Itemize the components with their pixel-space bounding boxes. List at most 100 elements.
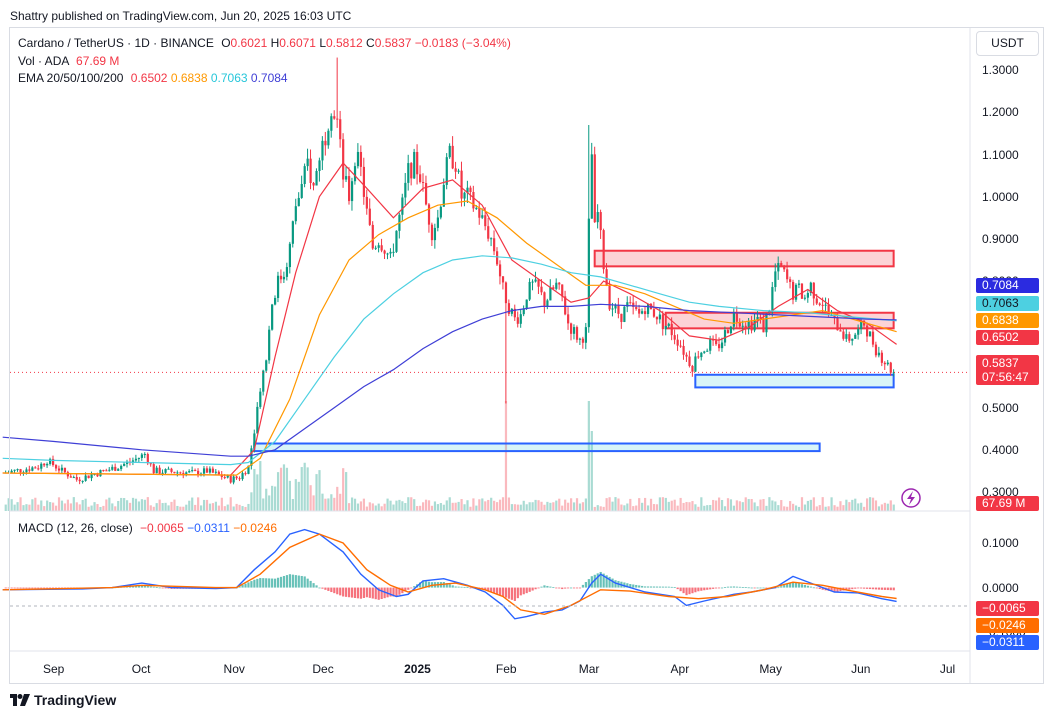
- macd-histogram-bar: [398, 587, 401, 595]
- candle-body: [371, 224, 374, 249]
- candle-body: [348, 176, 351, 202]
- candle-body: [265, 360, 268, 371]
- volume-bar: [866, 498, 869, 511]
- macd-histogram-bar: [732, 586, 735, 588]
- volume-bar: [309, 485, 312, 511]
- volume-bar: [126, 500, 129, 511]
- macd-histogram-bar: [632, 584, 635, 588]
- volume-bar: [679, 497, 682, 511]
- macd-histogram-bar: [720, 587, 724, 589]
- candle-body: [507, 303, 511, 314]
- tradingview-logo[interactable]: TradingView: [10, 691, 116, 709]
- volume-bar: [288, 480, 291, 511]
- candle-body: [229, 475, 232, 483]
- candle-body: [487, 226, 490, 239]
- candle-body: [531, 281, 534, 283]
- x-axis-tick: Feb: [495, 662, 517, 676]
- volume-legend[interactable]: Vol · ADA 67.69 M: [18, 54, 119, 68]
- volume-bar: [649, 498, 653, 511]
- macd-histogram-bar: [549, 586, 552, 588]
- volume-bar: [868, 497, 872, 511]
- macd-histogram-bar: [534, 587, 537, 590]
- ema-legend[interactable]: EMA 20/50/100/200 0.6502 0.6838 0.7063 0…: [18, 71, 288, 85]
- volume-bar: [176, 505, 179, 511]
- volume-bar: [433, 501, 437, 511]
- candle-body: [691, 365, 694, 372]
- close-label: C: [366, 36, 375, 50]
- macd-histogram-bar: [786, 583, 789, 588]
- candle-body: [25, 469, 28, 473]
- volume-bar: [632, 506, 635, 511]
- candle-body: [46, 463, 49, 466]
- macd-histogram-bar: [161, 587, 164, 589]
- macd-histogram-bar: [318, 587, 321, 589]
- volume-bar: [507, 497, 511, 511]
- x-axis-tick: Nov: [223, 662, 245, 676]
- volume-bar: [72, 497, 75, 511]
- candle-body: [638, 309, 641, 314]
- candle-body: [49, 458, 52, 464]
- volume-bar: [185, 504, 188, 511]
- volume-bar: [454, 502, 457, 511]
- volume-bar: [348, 503, 351, 511]
- volume-bar: [114, 506, 117, 511]
- candle-body: [327, 130, 330, 146]
- candle-body: [481, 215, 484, 218]
- volume-bar: [137, 501, 141, 511]
- candle-body: [105, 470, 108, 472]
- candle-body: [676, 339, 679, 346]
- candle-body: [836, 318, 839, 331]
- currency-button[interactable]: USDT: [976, 31, 1039, 56]
- volume-bar: [143, 499, 146, 511]
- volume-bar: [140, 499, 143, 511]
- candle-body: [614, 305, 617, 309]
- macd-histogram-bar: [333, 587, 336, 594]
- macd-histogram-bar: [259, 578, 262, 588]
- candle-body: [37, 468, 40, 470]
- candle-body: [315, 170, 318, 186]
- candle-body: [238, 478, 241, 480]
- symbol-legend[interactable]: Cardano / TetherUS · 1D · BINANCE O0.602…: [18, 36, 511, 50]
- candle-body: [552, 287, 555, 289]
- candle-body: [271, 304, 274, 330]
- volume-bar: [170, 501, 173, 511]
- volume-bar: [297, 481, 300, 511]
- volume-bar: [768, 497, 771, 511]
- macd-histogram-bar: [513, 587, 516, 601]
- volume-bar: [131, 497, 135, 511]
- volume-bar: [886, 503, 889, 511]
- y-axis-tick: 0.4000: [982, 442, 1019, 457]
- projection-icon[interactable]: [901, 488, 921, 508]
- macd-legend[interactable]: MACD (12, 26, close) −0.0065 −0.0311 −0.…: [18, 521, 277, 535]
- macd-histogram-bar: [848, 587, 851, 590]
- candle-body: [194, 470, 197, 472]
- macd-histogram-bar: [886, 587, 889, 591]
- candle-body: [501, 276, 505, 283]
- macd-histogram-bar: [806, 585, 809, 588]
- candle-body: [513, 308, 516, 318]
- macd-histogram-bar: [54, 587, 58, 589]
- volume-bar: [194, 504, 197, 511]
- candle-body: [463, 192, 466, 199]
- candle-body: [484, 215, 487, 227]
- candle-body: [285, 267, 289, 277]
- candle-body: [712, 339, 715, 341]
- candle-body: [744, 325, 747, 330]
- volume-bar: [564, 499, 567, 511]
- candle-body: [303, 166, 306, 184]
- candle-body: [715, 340, 718, 345]
- volume-bar: [652, 504, 656, 511]
- volume-bar: [794, 505, 798, 511]
- candle-body: [490, 238, 493, 240]
- candle-body: [410, 163, 413, 179]
- candle-body: [422, 182, 425, 184]
- macd-histogram-bar: [851, 587, 854, 590]
- candle-body: [655, 316, 659, 320]
- macd-histogram-bar: [52, 587, 55, 589]
- volume-bar: [19, 497, 22, 511]
- macd-histogram-bar: [641, 585, 644, 588]
- macd-histogram-bar: [158, 587, 161, 589]
- symbol-title[interactable]: Cardano / TetherUS · 1D · BINANCE: [18, 36, 214, 50]
- open-value: 0.6021: [230, 36, 268, 50]
